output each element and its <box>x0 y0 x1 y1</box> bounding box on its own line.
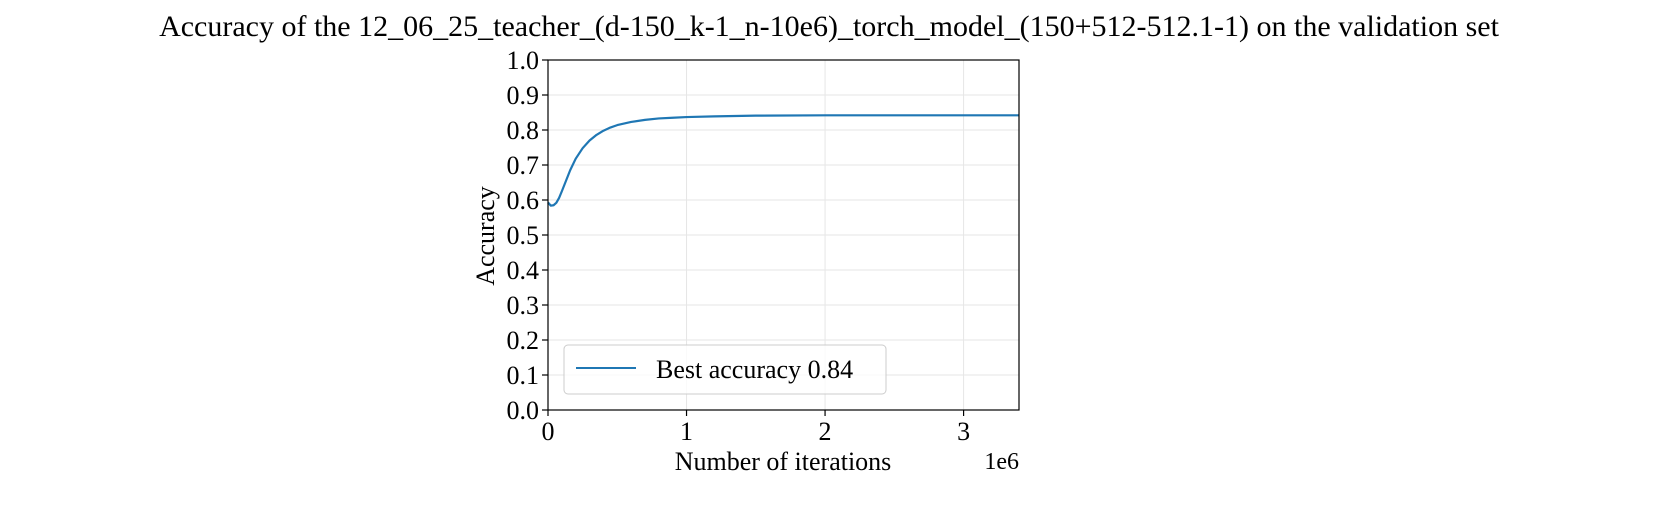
legend-box <box>563 344 887 395</box>
series-layer <box>547 114 1019 207</box>
y-tick-label: 1.0 <box>507 46 540 75</box>
y-tick-label: 0.3 <box>507 291 540 320</box>
y-tick-label: 0.5 <box>507 221 540 250</box>
x-axis-ticks: 0 1 2 3 <box>542 410 970 446</box>
y-axis-label: Accuracy <box>471 186 500 286</box>
y-tick-label: 0.4 <box>507 256 540 285</box>
x-tick-label: 1 <box>680 417 693 446</box>
x-tick-label: 3 <box>957 417 970 446</box>
y-tick-label: 0.7 <box>507 151 540 180</box>
y-tick-label: 0.1 <box>507 361 540 390</box>
x-tick-label: 2 <box>819 417 832 446</box>
y-tick-label: 0.8 <box>507 116 540 145</box>
y-tick-label: 0.6 <box>507 186 540 215</box>
series-line <box>547 114 1019 207</box>
chart-title: Accuracy of the 12_06_25_teacher_(d-150_… <box>159 10 1500 43</box>
y-tick-label: 0.0 <box>507 396 540 425</box>
y-tick-label: 0.9 <box>507 81 540 110</box>
y-tick-label: 0.2 <box>507 326 540 355</box>
x-axis-label: Number of iterations <box>675 447 892 476</box>
x-tick-label: 0 <box>542 417 555 446</box>
legend-entry-label: Best accuracy 0.84 <box>656 355 853 384</box>
legend: Best accuracy 0.84 <box>563 344 887 395</box>
x-axis-offset-label: 1e6 <box>984 449 1019 475</box>
y-axis-ticks: 0.0 0.1 0.2 0.3 0.4 0.5 0.6 0.7 0.8 0.9 1.0 <box>507 46 548 425</box>
